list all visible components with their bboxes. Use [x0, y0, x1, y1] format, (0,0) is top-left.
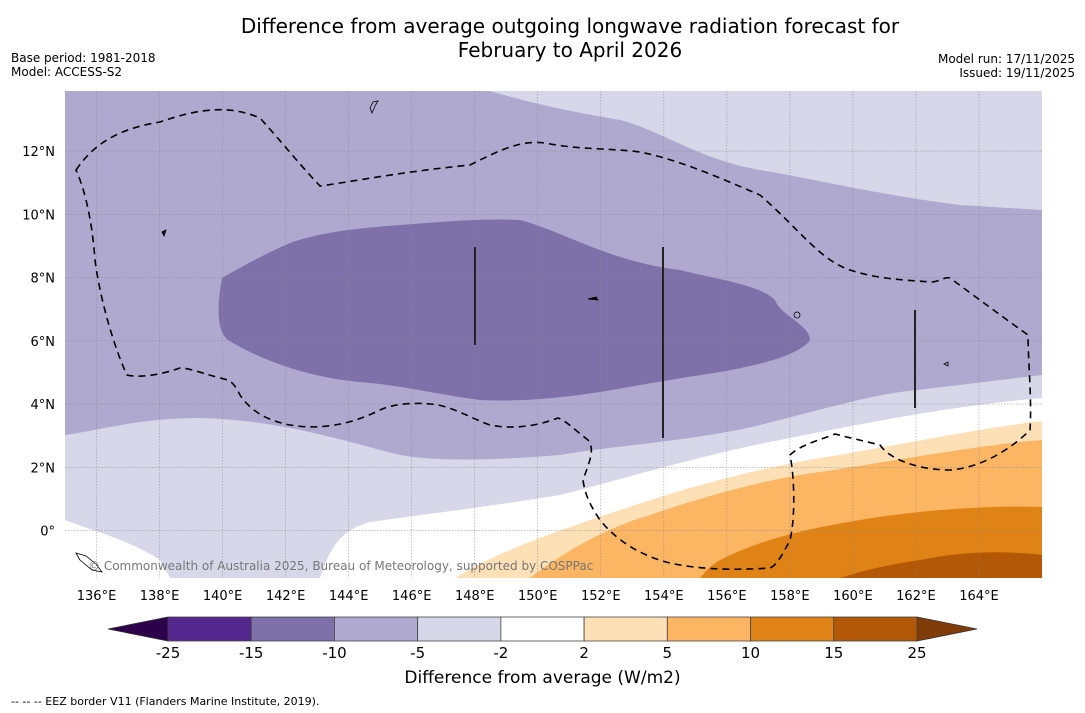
latitude-tick-label: 12°N: [22, 145, 55, 160]
colorbar-swatch: [833, 616, 918, 642]
longitude-tick-label: 164°E: [959, 589, 999, 604]
longitude-tick-label: 156°E: [707, 589, 747, 604]
longitude-tick-label: 158°E: [770, 589, 810, 604]
colorbar-tick-label: 5: [663, 644, 673, 662]
longitude-tick-label: 154°E: [644, 589, 684, 604]
colorbar-swatch: [334, 616, 419, 642]
colorbar-tick-label: -5: [410, 644, 425, 662]
longitude-tick-label: 140°E: [203, 589, 243, 604]
colorbar-swatch: [666, 616, 751, 642]
colorbar-tick-label: 25: [907, 644, 926, 662]
colorbar-tick-label: 2: [579, 644, 589, 662]
longitude-tick-label: 142°E: [266, 589, 306, 604]
metadata-right: Model run: 17/11/2025 Issued: 19/11/2025: [938, 52, 1075, 80]
colorbar-swatch: [250, 616, 335, 642]
contour-band-neg2-2-west: [65, 520, 170, 578]
island-outline: [587, 296, 599, 301]
meridian-lines: [96, 91, 980, 578]
islands: [75, 100, 949, 573]
parallel-lines: [65, 150, 1042, 531]
longitude-tick-label: 138°E: [140, 589, 180, 604]
colorbar-tick-label: -10: [322, 644, 347, 662]
longitude-tick-label: 150°E: [518, 589, 558, 604]
colorbar-tick-label: 10: [741, 644, 760, 662]
colorbar-swatch: [417, 616, 502, 642]
model-run: Model run: 17/11/2025: [937, 52, 1075, 66]
latitude-tick-label: 0°: [40, 525, 55, 540]
colorbar-tick-label: -25: [156, 644, 181, 662]
latitude-tick-label: 6°N: [31, 335, 56, 350]
latitude-tick-label: 2°N: [31, 461, 56, 476]
longitude-tick-label: 148°E: [455, 589, 495, 604]
title-line-2: February to April 2026: [457, 38, 683, 62]
metadata-left: Base period: 1981-2018 Model: ACCESS-S2: [11, 51, 156, 79]
model-name: Model: ACCESS-S2: [11, 65, 123, 79]
island-outline: [793, 311, 801, 319]
colorbar: [107, 616, 978, 642]
issued-date: Issued: 19/11/2025: [959, 66, 1075, 80]
eez-legend-note: -- -- -- EEZ border V11 (Flanders Marine…: [11, 695, 320, 708]
latitude-tick-label: 4°N: [31, 398, 56, 413]
colorbar-tick-label: 15: [824, 644, 843, 662]
eez-borders: [75, 108, 1032, 571]
colorbar-swatch: [750, 616, 835, 642]
colorbar-tick-label: -15: [239, 644, 264, 662]
latitude-tick-labels: 0° 2°N 4°N 6°N 8°N 10°N 12°N: [22, 145, 55, 539]
colorbar-tick-label: -2: [493, 644, 508, 662]
title-line-1: Difference from average outgoing longwav…: [240, 14, 900, 38]
longitude-tick-label: 144°E: [329, 589, 369, 604]
island-outline: [161, 229, 167, 238]
colorbar-extend-max: [916, 616, 978, 642]
longitude-tick-label: 152°E: [581, 589, 621, 604]
eez-border-palau-fsm-west: [75, 108, 1032, 571]
graticule: [65, 91, 1042, 578]
contour-fill: [65, 91, 1042, 578]
colorbar-swatch: [583, 616, 668, 642]
copyright-notice: © Commonwealth of Australia 2025, Bureau…: [88, 559, 593, 573]
latitude-tick-label: 10°N: [22, 208, 55, 223]
island-outline: [75, 552, 103, 573]
longitude-tick-label: 162°E: [896, 589, 936, 604]
base-period: Base period: 1981-2018: [11, 51, 156, 65]
chart-title: Difference from average outgoing longwav…: [0, 14, 1085, 62]
colorbar-extend-min: [107, 616, 169, 642]
longitude-tick-label: 136°E: [77, 589, 117, 604]
colorbar-tick-labels: -25 -15 -10 -5 -2 2 5 10 15 25: [156, 644, 927, 662]
island-outline: [369, 100, 379, 115]
colorbar-swatch: [167, 616, 252, 642]
contour-band-15-25: [840, 552, 1042, 578]
longitude-tick-label: 160°E: [833, 589, 873, 604]
longitude-tick-labels: 136°E 138°E 140°E 142°E 144°E 146°E 148°E 150°E…: [77, 589, 999, 604]
colorbar-swatch: [500, 616, 585, 642]
latitude-tick-label: 8°N: [31, 272, 56, 287]
colorbar-label: Difference from average (W/m2): [404, 668, 681, 688]
longitude-tick-label: 146°E: [392, 589, 432, 604]
island-outline: [943, 361, 949, 367]
grid-section-lines: [474, 247, 916, 438]
